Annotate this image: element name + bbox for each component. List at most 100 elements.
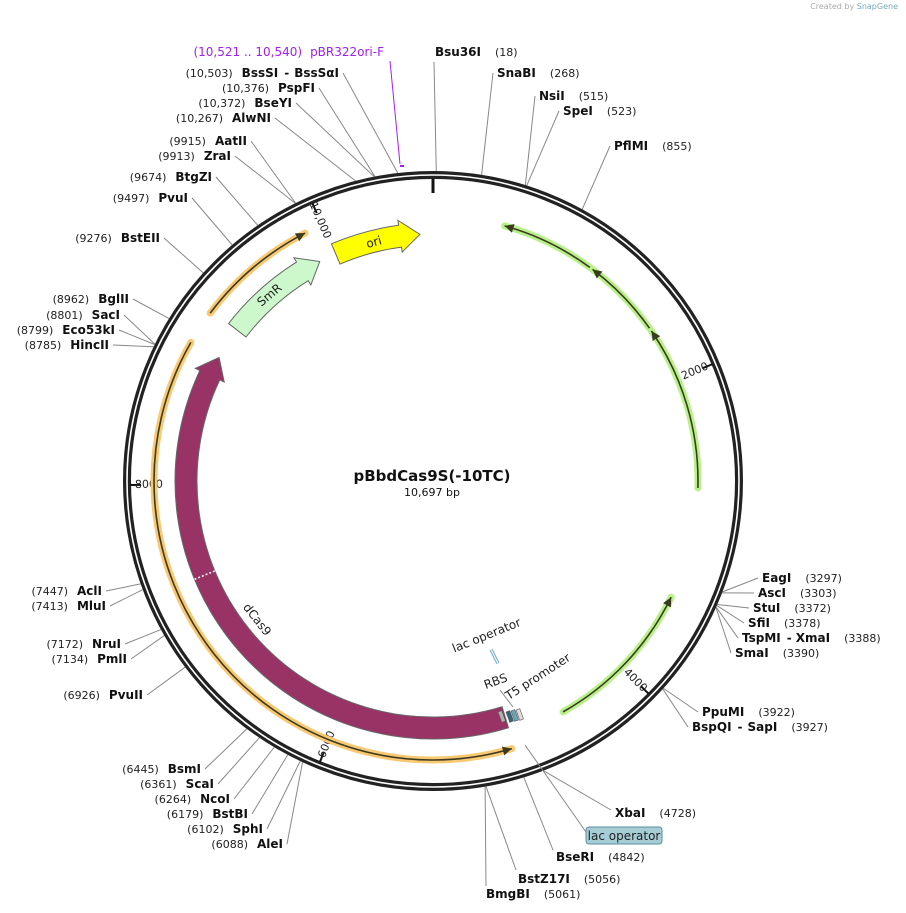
enzyme-label-eagi[interactable]: EagI (3297) — [762, 571, 842, 585]
enzyme-label-nrui[interactable]: (7172) NruI — [46, 637, 121, 651]
enzyme-label-bstz17i[interactable]: BstZ17I (5056) — [518, 872, 620, 886]
enzyme-position: (268) — [550, 67, 580, 80]
enzyme-label-mlui[interactable]: (7413) MluI — [31, 599, 106, 613]
enzyme-label-zrai[interactable]: (9913) ZraI — [158, 149, 231, 163]
enzyme-label-bsmi[interactable]: (6445) BsmI — [122, 762, 201, 776]
enzyme-labels: (10,521 .. 10,540) pBR322ori-F Bsu36I (18) S… — [17, 45, 881, 901]
enzyme-label-bspqi[interactable]: BspQI - SapI (3927) — [692, 720, 828, 734]
feature-arc[interactable] — [209, 232, 306, 314]
feature-arc[interactable] — [153, 341, 513, 761]
enzyme-label-pspfi[interactable]: (10,376) PspFI — [222, 81, 315, 95]
enzyme-label-spei[interactable]: SpeI (523) — [563, 104, 636, 118]
enzyme-name: StuI — [753, 601, 780, 615]
enzyme-position: (9497) — [113, 192, 150, 205]
enzyme-leader-line — [581, 145, 611, 210]
enzyme-position: (4728) — [659, 807, 696, 820]
plasmid-name: pBbdCas9S(-10TC) — [354, 467, 511, 485]
enzyme-position: (6445) — [122, 763, 159, 776]
enzyme-label-stui[interactable]: StuI (3372) — [753, 601, 831, 615]
enzyme-name: SmaI — [735, 646, 769, 660]
enzyme-name: BseRI — [556, 850, 594, 864]
enzyme-label-pflmi[interactable]: PflMI (855) — [614, 139, 692, 153]
enzyme-label-pmli[interactable]: (7134) PmlI — [52, 652, 127, 666]
enzyme-position: (855) — [662, 140, 692, 153]
enzyme-leader-line — [524, 95, 536, 186]
enzyme-label-bsssi[interactable]: (10,503) BssSI - BssSαI — [186, 66, 339, 80]
enzyme-label-bglii[interactable]: (8962) BglII — [53, 292, 129, 306]
enzyme-leader-line — [295, 102, 375, 177]
enzyme-label-pvui[interactable]: (9497) PvuI — [113, 191, 188, 205]
enzyme-name: BstEII — [121, 231, 160, 245]
enzyme-name-2: XmaI — [796, 631, 830, 645]
enzyme-label-xbai[interactable]: XbaI (4728) — [615, 806, 696, 820]
enzyme-label-bsu36i[interactable]: Bsu36I (18) — [435, 45, 518, 59]
enzyme-label-alei[interactable]: (6088) AleI — [211, 837, 283, 851]
enzyme-label-aatii[interactable]: (9915) AatII — [169, 134, 247, 148]
primer-leader — [389, 60, 401, 165]
feature-arc[interactable] — [562, 596, 672, 713]
enzyme-name: NruI — [92, 637, 121, 651]
primer-range: (10,521 .. 10,540) — [193, 45, 302, 59]
enzyme-name: NcoI — [200, 792, 230, 806]
enzyme-label-scai[interactable]: (6361) ScaI — [140, 777, 214, 791]
enzyme-leader-line — [266, 760, 301, 830]
enzyme-label-ncoi[interactable]: (6264) NcoI — [155, 792, 230, 806]
enzyme-name: AleI — [257, 837, 283, 851]
small-feature-block[interactable] — [510, 709, 519, 722]
enzyme-leader-line — [433, 61, 437, 172]
enzyme-position: (9276) — [75, 232, 112, 245]
enzyme-leader-line — [204, 728, 248, 770]
feature-smr[interactable] — [227, 257, 321, 338]
tick-label: 8000 — [135, 478, 163, 491]
small-feature-block[interactable] — [515, 708, 524, 721]
enzyme-label-pvuii[interactable]: (6926) PvuII — [63, 688, 143, 702]
enzyme-leader-line — [484, 786, 487, 887]
small-feature-block[interactable] — [505, 710, 514, 723]
feature-arc[interactable] — [650, 330, 699, 488]
feature-label-t5-promoter: T5 promoter — [502, 650, 573, 703]
enzyme-label-saci[interactable]: (8801) SacI — [46, 308, 120, 322]
feature-ori[interactable] — [330, 219, 421, 265]
enzyme-label-asci[interactable]: AscI (3303) — [758, 586, 837, 600]
enzyme-position: (6102) — [187, 823, 224, 836]
enzyme-position: (8785) — [25, 339, 62, 352]
enzyme-leader-line — [251, 754, 289, 815]
enzyme-label-alwni[interactable]: (10,267) AlwNI — [176, 111, 271, 125]
primer-label[interactable]: (10,521 .. 10,540) pBR322ori-F — [193, 45, 384, 59]
tick-label: 10,000 — [307, 200, 334, 240]
enzyme-label-sphi[interactable]: (6102) SphI — [187, 822, 263, 836]
tick-mark — [702, 363, 713, 370]
enzyme-label-btgzi[interactable]: (9674) BtgZI — [130, 170, 212, 184]
enzyme-label-ppumi[interactable]: PpuMI (3922) — [702, 705, 795, 719]
enzyme-leader-line — [318, 87, 376, 177]
feature-halo — [589, 265, 654, 332]
enzyme-label-nsii[interactable]: NsiI (515) — [539, 89, 608, 103]
enzyme-name: MluI — [77, 599, 106, 613]
enzyme-label-snabi[interactable]: SnaBI (268) — [497, 66, 580, 80]
plasmid-length: 10,697 bp — [404, 486, 460, 499]
feature-dcas9[interactable] — [174, 356, 510, 740]
enzyme-label-hincii[interactable]: (8785) HincII — [25, 338, 109, 352]
lac-operator-badge[interactable] — [585, 826, 663, 845]
feature-label-ori: ori — [364, 233, 383, 251]
enzyme-name: BstZ17I — [518, 872, 570, 886]
enzyme-label-bmgbi[interactable]: BmgBI (5061) — [486, 887, 580, 901]
enzyme-label-smai[interactable]: SmaI (3390) — [735, 646, 819, 660]
enzyme-label-eco53ki[interactable]: (8799) Eco53kI — [17, 323, 115, 337]
enzyme-label-bseri[interactable]: BseRI (4842) — [556, 850, 645, 864]
small-feature-block[interactable] — [497, 710, 506, 723]
arrowhead-icon — [294, 233, 306, 242]
enzyme-label-bsteii[interactable]: (9276) BstEII — [75, 231, 160, 245]
enzyme-name: PmlI — [97, 652, 127, 666]
enzyme-name: BtgZI — [175, 170, 212, 184]
enzyme-label-acli[interactable]: (7447) AclI — [31, 584, 102, 598]
enzyme-leader-line — [123, 314, 156, 345]
ring-gap — [126, 174, 740, 788]
enzyme-name: Eco53kI — [62, 323, 115, 337]
enzyme-label-sfii[interactable]: SfiI (3378) — [748, 616, 821, 630]
enzyme-label-bseyi[interactable]: (10,372) BseYI — [198, 96, 292, 110]
enzyme-leader-line — [526, 110, 560, 186]
enzyme-label-bstbi[interactable]: (6179) BstBI — [167, 807, 248, 821]
enzyme-label-tspmi[interactable]: TspMI - XmaI (3388) — [742, 631, 881, 645]
